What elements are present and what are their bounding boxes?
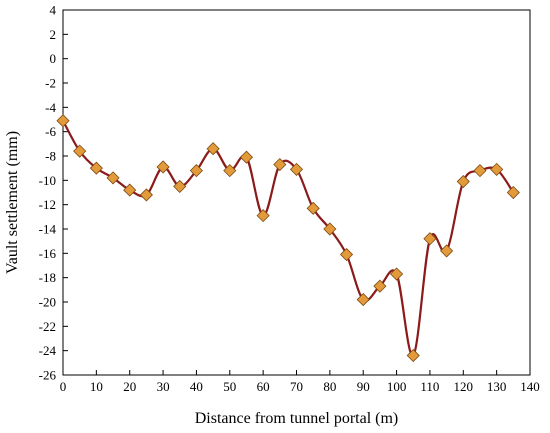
data-point-marker [440,244,454,258]
y-tick-label: -24 [39,343,57,358]
y-tick-label: -20 [39,295,56,310]
data-point-marker [306,201,320,215]
data-point-marker [239,150,254,164]
y-axis-title: Vault settlement (mm) [4,131,21,274]
x-tick-label: 140 [520,379,540,394]
y-tick-label: -18 [39,270,56,285]
data-point-marker [390,267,404,281]
x-axis-title: Distance from tunnel portal (m) [195,410,399,427]
data-point-marker [273,157,287,172]
x-tick-label: 90 [357,379,370,394]
data-point-marker [323,222,337,236]
y-tick-label: -26 [39,368,57,383]
data-point-marker [189,164,203,178]
data-point-marker [289,162,304,176]
y-tick-label: -8 [45,149,56,164]
x-tick-label: 50 [223,379,236,394]
series-line [62,120,515,357]
x-tick-label: 20 [123,379,136,394]
data-point-marker [406,348,420,363]
data-point-marker [173,179,187,193]
data-point-marker [73,144,87,158]
y-tick-label: -22 [39,319,56,334]
data-point-marker [490,162,504,176]
x-tick-label: 130 [487,379,507,394]
x-tick-label: 40 [190,379,203,394]
y-tick-label: -14 [39,222,57,237]
x-tick-label: 70 [290,379,303,394]
data-point-marker [123,183,137,197]
data-point-marker [506,185,520,200]
series-layer [62,120,515,357]
y-tick-label: -2 [45,76,56,91]
x-tick-label: 100 [387,379,407,394]
data-point-marker [256,209,270,223]
data-point-marker [89,161,103,175]
y-tick-label: -12 [39,197,56,212]
data-point-marker [156,160,170,174]
y-tick-label: 4 [50,3,57,18]
x-tick-label: 60 [257,379,270,394]
x-tick-label: 10 [90,379,103,394]
x-tick-label: 120 [454,379,474,394]
data-point-marker [139,188,153,202]
y-tick-label: -4 [45,100,56,115]
data-point-marker [56,114,70,128]
y-tick-label: -6 [45,124,56,139]
data-point-marker [423,232,437,246]
data-point-marker [106,171,120,185]
x-tick-label: 110 [420,379,439,394]
y-tick-label: 2 [50,27,57,42]
data-point-marker [356,293,370,307]
data-point-marker [206,142,220,156]
axes-layer: 420-2-4-6-8-10-12-14-16-18-20-22-24-260 1… [39,3,540,395]
data-point-marker [223,164,237,178]
data-point-marker [473,164,487,178]
data-point-marker [373,279,387,293]
x-tick-label: 80 [323,379,336,394]
data-point-marker [456,174,470,189]
y-tick-label: -10 [39,173,56,188]
x-tick-label: 30 [157,379,170,394]
marker-layer [56,114,520,363]
y-tick-label: -16 [39,246,57,261]
data-point-marker [339,247,354,262]
y-tick-label: 0 [50,51,57,66]
x-tick-label: 0 [60,379,67,394]
